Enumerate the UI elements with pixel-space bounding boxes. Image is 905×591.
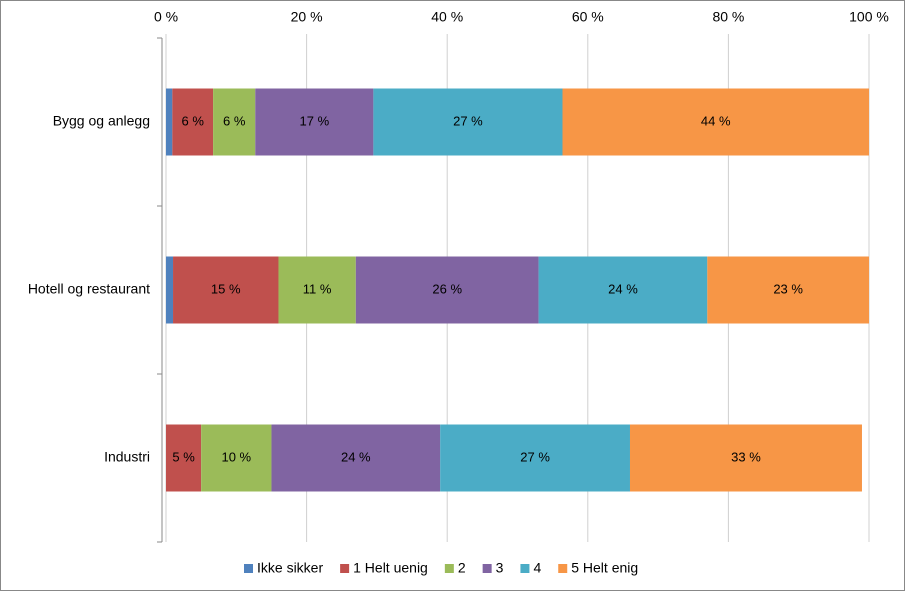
legend-label: 2 (458, 560, 466, 576)
data-label: 15 % (211, 281, 241, 296)
legend-label: Ikke sikker (257, 560, 323, 576)
bar-segment (355, 256, 539, 324)
x-tick-label: 40 % (431, 9, 463, 25)
bar-segment (538, 256, 708, 324)
bar-segment (173, 256, 279, 324)
data-label: 26 % (432, 281, 462, 296)
legend-swatch (340, 564, 350, 573)
bar-segment (166, 424, 202, 492)
data-label: 24 % (608, 281, 638, 296)
data-label: 44 % (701, 113, 731, 128)
data-label: 17 % (300, 113, 330, 128)
legend-swatch (244, 564, 253, 573)
bar-segment (440, 424, 630, 492)
legend-label: 1 Helt uenig (353, 560, 428, 576)
y-tick-label: Industri (104, 449, 150, 465)
bar-segment (629, 424, 862, 492)
x-tick-label: 80 % (712, 9, 744, 25)
bar-segment (166, 256, 174, 324)
x-tick-label: 100 % (849, 9, 889, 25)
data-label: 5 % (172, 449, 195, 464)
data-label: 6 % (182, 113, 205, 128)
data-label: 11 % (303, 281, 332, 296)
legend-swatch (520, 564, 530, 573)
data-label: 24 % (341, 449, 371, 464)
legend-swatch (558, 564, 568, 573)
legend-label: 4 (533, 560, 541, 576)
x-tick-label: 60 % (572, 9, 604, 25)
legend-swatch (482, 564, 492, 573)
bar-segment (201, 424, 272, 492)
x-tick-label: 0 % (154, 9, 178, 25)
y-tick-label: Hotell og restaurant (28, 281, 150, 297)
data-label: 27 % (453, 113, 483, 128)
bar-segment (213, 88, 256, 156)
x-tick-label: 20 % (291, 9, 323, 25)
bar-segment (271, 424, 441, 492)
bar-segment (255, 88, 374, 156)
bar-segment (166, 88, 173, 156)
bar-segment (172, 88, 214, 156)
data-label: 33 % (731, 449, 761, 464)
data-label: 10 % (221, 449, 251, 464)
bar-segment (707, 256, 869, 324)
legend-label: 3 (496, 560, 504, 576)
data-label: 27 % (520, 449, 550, 464)
bar-segment (278, 256, 356, 324)
y-tick-label: Bygg og anlegg (53, 113, 150, 129)
legend-swatch (444, 564, 454, 573)
bar-segment (373, 88, 563, 156)
data-label: 6 % (223, 113, 246, 128)
bar-segment (562, 88, 869, 156)
data-label: 23 % (773, 281, 803, 296)
legend-label: 5 Helt enig (571, 560, 638, 576)
